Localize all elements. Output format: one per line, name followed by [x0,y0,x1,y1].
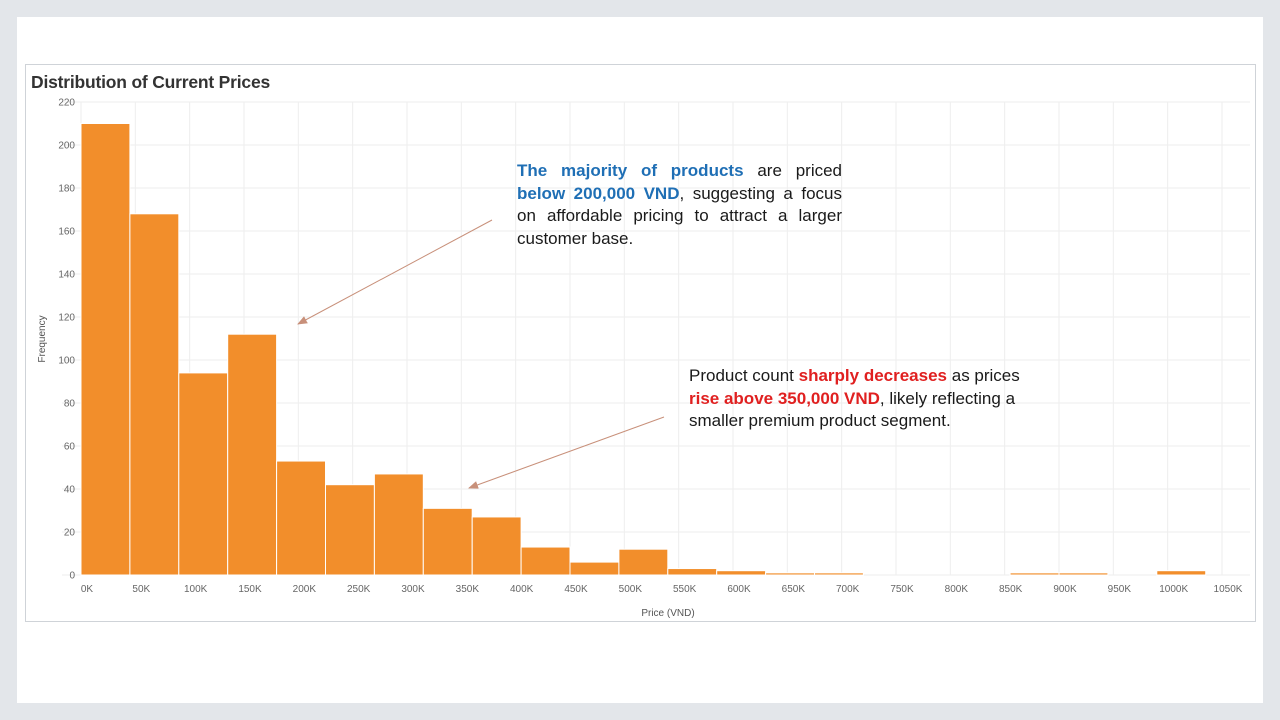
x-tick-label: 400K [510,584,534,595]
histogram-bar[interactable] [227,333,278,576]
y-tick-label: 120 [58,313,75,324]
histogram-bar[interactable] [520,546,571,576]
y-tick-labels: 0 20 40 60 80 100 120 140 160 180 200 220 [58,98,75,582]
x-tick-label: 550K [673,584,697,595]
annotation-arrow-2 [468,416,665,489]
y-tick-label: 200 [58,141,75,152]
x-tick-label: 950K [1108,584,1132,595]
histogram-bar[interactable] [325,484,375,576]
x-axis-label: Price (VND) [641,608,694,619]
y-tick-label: 140 [58,270,75,281]
annotation-text: as prices [947,366,1020,385]
x-tick-label: 600K [727,584,751,595]
x-tick-label: 750K [890,584,914,595]
x-tick-label: 200K [293,584,317,595]
annotation-text: Product count [689,366,799,385]
bars-layer [80,123,1207,576]
x-tick-label: 800K [945,584,969,595]
annotation-highlight: sharply decreases [798,366,948,385]
histogram-bar[interactable] [765,572,815,576]
chart-title: Distribution of Current Prices [31,72,271,92]
x-tick-label: 350K [456,584,480,595]
arrow-layer [297,219,665,489]
y-tick-label: 160 [58,227,75,238]
histogram-bar[interactable] [1009,572,1060,576]
histogram-bar[interactable] [80,123,131,576]
y-tick-label: 60 [64,442,76,453]
x-tick-label: 1050K [1214,584,1243,595]
histogram-bar[interactable] [471,516,522,576]
annotation-highlight: The majority of products [517,161,744,180]
x-tick-label: 0K [81,584,94,595]
x-tick-label: 150K [238,584,262,595]
y-tick-label: 40 [64,485,76,496]
x-tick-label: 900K [1053,584,1077,595]
x-tick-label: 450K [564,584,588,595]
histogram-bar[interactable] [618,548,669,576]
y-axis-label: Frequency [37,315,48,362]
annotation-arrow-1 [297,219,493,325]
histogram-bar[interactable] [667,568,718,576]
histogram-bar[interactable] [1156,570,1207,576]
histogram-bar[interactable] [178,372,229,576]
histogram-bar[interactable] [569,561,620,576]
annotation-highlight: below 200,000 VND [517,183,680,203]
y-tick-label: 180 [58,184,75,195]
histogram-bar[interactable] [814,572,864,576]
x-tick-label: 50K [132,584,150,595]
histogram-bar[interactable] [129,213,180,576]
histogram-bar[interactable] [1058,572,1109,576]
histogram-bar[interactable] [373,473,424,576]
x-tick-label: 250K [347,584,371,595]
x-tick-label: 700K [836,584,860,595]
histogram-bar[interactable] [276,460,327,576]
x-tick-labels: 0K 50K 100K 150K 200K 250K 300K 350K 400K 450K 500… [81,584,1243,595]
y-tick-label: 0 [69,571,75,582]
x-tick-label: 650K [782,584,806,595]
x-tick-label: 100K [184,584,208,595]
x-tick-label: 300K [401,584,425,595]
x-tick-label: 850K [999,584,1023,595]
histogram-bar[interactable] [422,507,473,576]
y-tick-label: 80 [64,399,76,410]
y-tick-label: 220 [58,98,75,109]
annotation-sharp-decrease: Product count sharply decreases as price… [689,365,1049,433]
annotation-highlight: rise above 350,000 VND [689,388,880,408]
annotation-text: are priced [743,161,842,180]
y-tick-label: 20 [64,528,76,539]
x-tick-label: 500K [619,584,643,595]
histogram-bar[interactable] [716,570,767,576]
annotation-majority-affordable: The majority of products are priced belo… [517,160,842,250]
annotation-text: , suggesting a focus on affordable prici… [517,183,842,248]
annotation-text: , likely reflecting a smaller premium pr… [689,388,1016,431]
x-tick-label: 1000K [1159,584,1188,595]
y-tick-label: 100 [58,356,75,367]
